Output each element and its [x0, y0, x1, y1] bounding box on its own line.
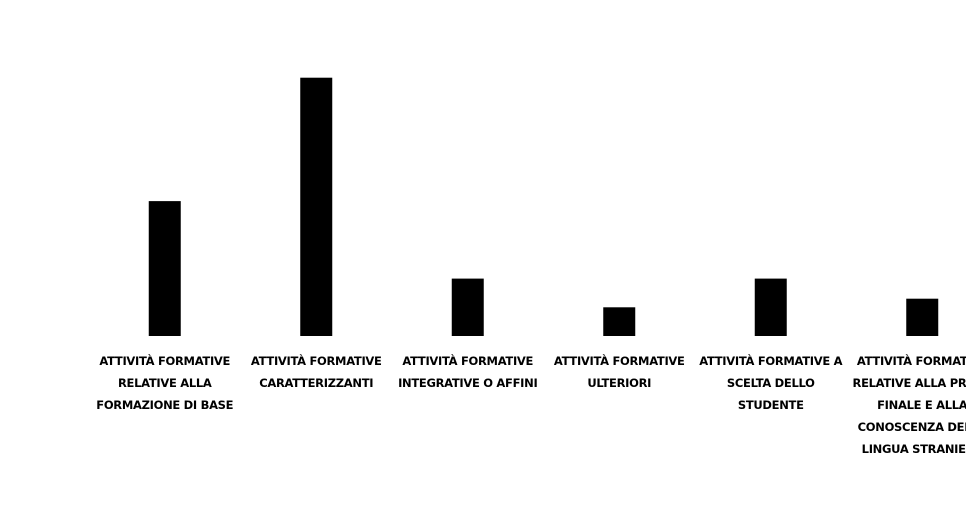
- bar: [906, 298, 939, 336]
- bar: [754, 278, 787, 336]
- x-tick-label: ATTIVITÀ FORMATIVE RELATIVE ALLA PROVA F…: [852, 354, 966, 456]
- x-tick-label: ATTIVITÀ FORMATIVE A SCELTA DELLO STUDEN…: [699, 354, 843, 412]
- x-tick-label: ATTIVITÀ FORMATIVE INTEGRATIVE O AFFINI: [398, 354, 538, 390]
- bar: [603, 307, 636, 336]
- bar: [148, 201, 181, 336]
- x-tick-label: ATTIVITÀ FORMATIVE CARATTERIZZANTI: [250, 354, 382, 390]
- bar: [451, 278, 484, 336]
- bar: [300, 77, 333, 336]
- x-tick-label: ATTIVITÀ FORMATIVE ULTERIORI: [553, 354, 685, 390]
- x-tick-label: ATTIVITÀ FORMATIVE RELATIVE ALLA FORMAZI…: [96, 354, 234, 412]
